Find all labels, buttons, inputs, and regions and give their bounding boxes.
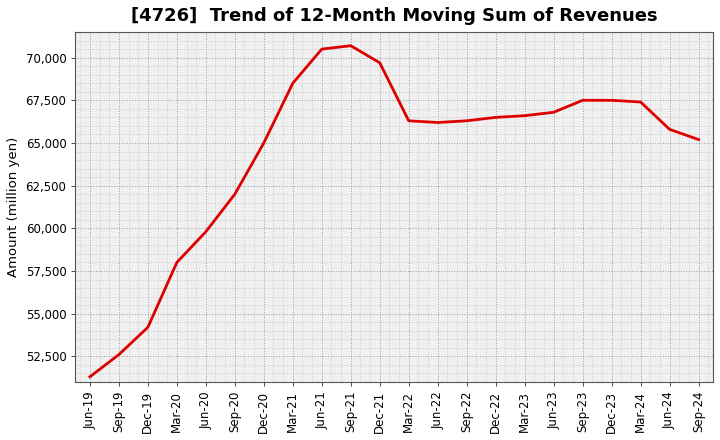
Y-axis label: Amount (million yen): Amount (million yen) xyxy=(7,137,20,277)
Title: [4726]  Trend of 12-Month Moving Sum of Revenues: [4726] Trend of 12-Month Moving Sum of R… xyxy=(131,7,657,25)
